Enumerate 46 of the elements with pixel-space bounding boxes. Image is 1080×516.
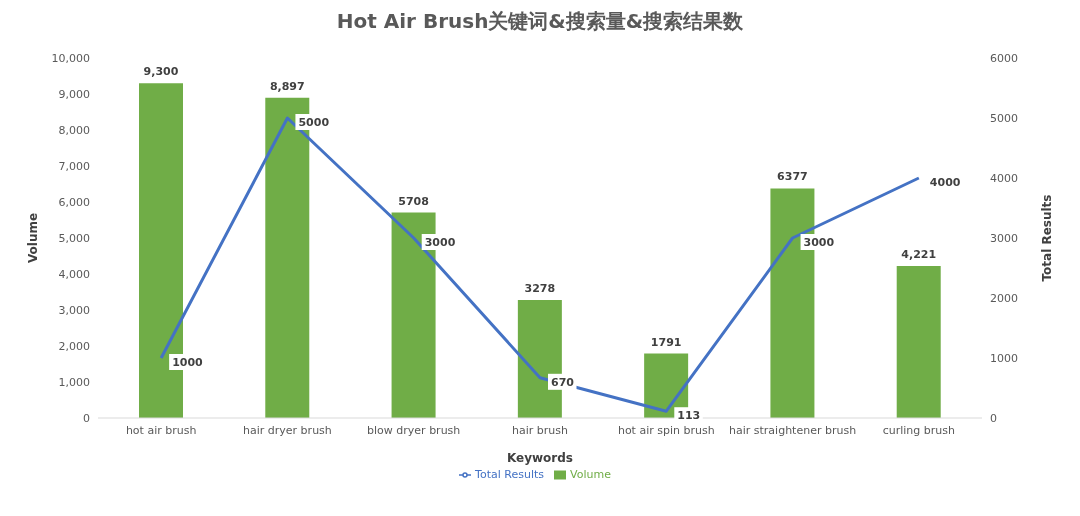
y2-tick-label: 3000	[990, 231, 1018, 245]
y-tick-label: 4,000	[58, 267, 90, 281]
data-label: 3278	[524, 281, 556, 295]
x-tick-label: blow dryer brush	[367, 423, 461, 437]
legend-label: Volume	[569, 468, 611, 481]
data-label: 1791	[650, 335, 682, 349]
y2-tick-label: 2000	[990, 291, 1018, 305]
data-label: 6377	[777, 170, 808, 184]
data-label: 3000	[803, 236, 835, 249]
y2-tick-label: 5000	[990, 111, 1018, 125]
x-tick-label: hot air spin brush	[617, 423, 715, 437]
y-tick-label: 1,000	[58, 375, 90, 389]
y2-tick-label: 6000	[990, 51, 1018, 65]
data-label: 1000	[172, 356, 204, 369]
y-tick-label: 9,000	[58, 87, 90, 101]
y-tick-label: 0	[83, 411, 90, 425]
y-tick-label: 2,000	[58, 339, 90, 353]
chart-title: Hot Air Brush关键词&搜索量&搜索结果数	[335, 8, 745, 35]
legend-label: Total Results	[475, 468, 544, 481]
y-tick-label: 7,000	[58, 159, 90, 173]
data-label: 3000	[424, 236, 456, 249]
data-label: 5000	[298, 116, 330, 129]
data-label: 8,897	[269, 79, 305, 93]
y2-tick-label: 4000	[990, 171, 1018, 185]
x-tick-label: hair brush	[512, 423, 569, 437]
y2-axis-title: Total Results	[1040, 194, 1055, 282]
x-tick-label: hair dryer brush	[243, 423, 332, 437]
x-axis-title: Keywords	[506, 451, 574, 465]
y-tick-label: 6,000	[58, 195, 90, 209]
bar	[896, 266, 941, 418]
y-tick-label: 10,000	[51, 51, 90, 65]
y-tick-label: 5,000	[58, 231, 90, 245]
x-tick-label: hot air brush	[125, 423, 197, 437]
data-label: 4,221	[901, 248, 937, 262]
x-tick-label: curling brush	[882, 423, 956, 437]
data-label: 5708	[398, 194, 429, 208]
data-label: 4000	[929, 176, 961, 189]
y-axis-title: Volume	[26, 212, 41, 264]
y2-tick-label: 0	[990, 411, 997, 425]
data-label: 9,300	[143, 65, 179, 79]
data-label: 113	[677, 409, 701, 423]
data-label: 670	[551, 375, 575, 389]
y-tick-label: 3,000	[58, 303, 90, 317]
y-tick-label: 8,000	[58, 123, 90, 137]
x-tick-label: hair straightener brush	[729, 423, 857, 437]
y2-tick-label: 1000	[990, 351, 1018, 365]
